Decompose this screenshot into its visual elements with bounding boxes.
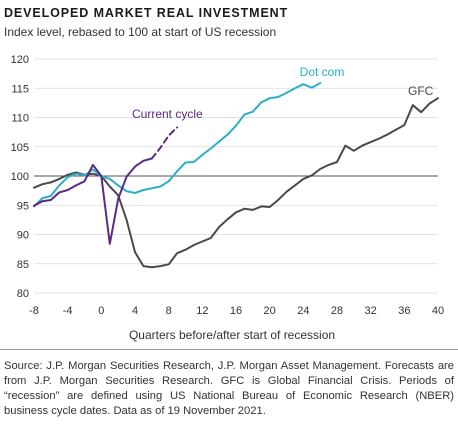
y-tick-label: 90 [17,230,29,242]
chart-subtitle: Index level, rebased to 100 at start of … [4,25,277,39]
series-label-current-cycle: Current cycle [132,107,203,121]
y-tick-label: 100 [11,171,29,183]
x-tick-label: 16 [230,305,242,317]
source-note: Source: J.P. Morgan Securities Research,… [4,360,454,417]
line-chart: 80 85 90 95 100 105 110 115 120 -8 -4 0 4 8 12 16 20 24 2… [11,54,444,342]
x-tick-label: 12 [196,305,208,317]
x-tick-label: 32 [365,305,377,317]
x-tick-label: 24 [297,305,309,317]
chart-gridlines [34,58,438,294]
series-line-current-cycle-forecast [150,126,179,160]
y-tick-label: 120 [11,54,29,66]
chart-title: DEVELOPED MARKET REAL INVESTMENT [4,6,289,20]
x-tick-label: -4 [63,305,73,317]
y-tick-label: 105 [11,142,29,154]
y-tick-label: 115 [11,83,29,95]
series-label-dot-com: Dot com [300,65,345,79]
x-tick-label: 36 [398,305,410,317]
y-tick-label: 95 [17,200,29,212]
series-line-dot-com [33,82,322,208]
x-axis-label: Quarters before/after start of recession [129,328,335,342]
series-line-gfc [33,97,439,269]
x-tick-label: -8 [29,305,39,317]
series-labels: Dot com Current cycle GFC [132,65,434,121]
y-tick-label: 85 [17,259,29,271]
x-tick-label: 8 [166,305,172,317]
x-tick-label: 20 [264,305,276,317]
series-label-gfc: GFC [408,84,434,98]
x-tick-label: 4 [132,305,138,317]
x-tick-label: 40 [432,305,444,317]
x-tick-label: 0 [98,305,104,317]
y-tick-label: 110 [11,113,29,125]
x-axis-ticks: -8 -4 0 4 8 12 16 20 24 28 32 36 40 [29,305,444,317]
x-tick-label: 28 [331,305,343,317]
y-tick-label: 80 [17,288,29,300]
chart-series [33,82,439,269]
y-axis-ticks: 80 85 90 95 100 105 110 115 120 [11,54,29,300]
series-line-current-cycle [33,157,153,245]
footer-divider [0,349,458,350]
